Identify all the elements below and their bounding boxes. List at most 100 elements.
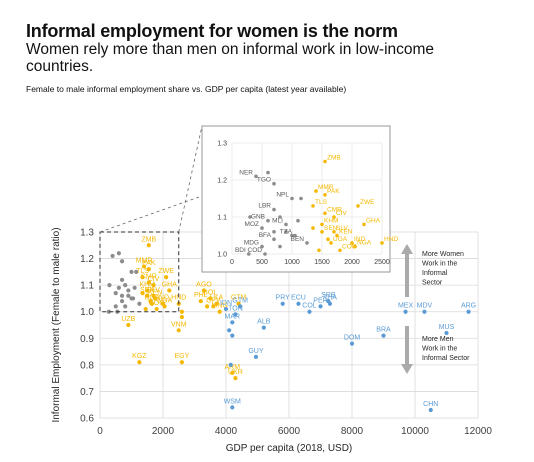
point-label: MEX [398, 303, 414, 310]
point-label: COG [149, 300, 165, 307]
x-tick-label: 0 [97, 426, 103, 437]
point-label: MUS [439, 324, 455, 331]
data-point [318, 304, 323, 309]
data-point [116, 285, 121, 290]
data-point [228, 362, 233, 367]
data-point [466, 309, 471, 314]
data-point [230, 405, 235, 410]
annotation-more-women: More Women [422, 251, 464, 258]
data-point [403, 309, 408, 314]
inset-data-point [323, 159, 327, 164]
point-label: THA [323, 295, 337, 302]
inset-x-tick-label: 2500 [374, 259, 390, 266]
inset-data-point [311, 204, 315, 208]
inset-data-point [248, 215, 252, 219]
point-label: COL [302, 303, 317, 310]
point-label: AGO [196, 281, 212, 288]
inset-data-point [254, 174, 258, 179]
inset-frame [201, 125, 391, 273]
data-point [145, 293, 150, 298]
data-point [110, 253, 115, 259]
data-point [119, 293, 125, 298]
x-tick-label: 12000 [464, 426, 492, 437]
data-point [223, 306, 229, 312]
inset-data-point [260, 226, 264, 230]
data-point [179, 360, 184, 365]
point-label: EGY [175, 353, 190, 360]
inset-point-label: TGO [257, 177, 271, 184]
x-tick-label: 8000 [341, 426, 364, 437]
data-point [119, 277, 125, 282]
inset-point-label: TZA [280, 229, 293, 236]
inset-data-point [350, 241, 354, 245]
inset-data-point [272, 181, 276, 186]
inset-data-point [314, 189, 318, 193]
data-point [349, 341, 355, 346]
point-label: PER [313, 297, 327, 304]
inset-data-point [290, 196, 294, 201]
inset-x-tick-label: 1000 [284, 259, 300, 266]
point-label: VNM [171, 321, 187, 328]
y-axis-title: Informal Employment (Female to male rati… [51, 227, 62, 422]
data-point [145, 288, 150, 293]
inset-data-point [272, 230, 276, 234]
point-label: IND [157, 295, 169, 302]
point-label: BOL [203, 289, 217, 296]
inset-x-tick-label: 500 [256, 259, 268, 266]
inset-point-label: MOZ [245, 221, 259, 228]
data-point [143, 306, 148, 312]
data-point [140, 291, 145, 296]
inset-data-point [323, 211, 327, 216]
down-arrow-head [401, 364, 413, 374]
inset-data-point [320, 230, 324, 234]
data-point [201, 288, 207, 293]
inset-data-point [326, 237, 330, 241]
data-point [123, 283, 128, 288]
chart-note: Female to male informal employment share… [26, 84, 347, 94]
annotation-more-men: Work in the [422, 346, 457, 353]
point-label: PHL [194, 292, 208, 299]
data-point [164, 275, 169, 280]
inset-point-label: MLI [272, 217, 283, 224]
inset-y-tick-label: 1.0 [217, 252, 227, 259]
up-arrow-head [401, 244, 413, 254]
y-tick-label: 1.0 [80, 307, 94, 318]
data-point [149, 301, 155, 306]
point-label: SRB [321, 292, 336, 299]
point-label: CIV [148, 276, 160, 283]
point-label: TON [228, 305, 243, 312]
inset-point-label: SEN [324, 225, 338, 232]
annotation-more-women: Informal [422, 270, 448, 277]
data-point [214, 301, 219, 306]
point-label: GHA [162, 281, 178, 288]
zoom-region-box [99, 231, 180, 313]
annotation-more-men: More Men [422, 336, 454, 343]
inset-point-label: COD [248, 247, 263, 254]
point-label: ECU [291, 295, 306, 302]
data-point [381, 333, 386, 338]
data-point [280, 301, 285, 306]
inset-data-point [353, 244, 357, 249]
data-point [233, 312, 238, 317]
inset-y-tick-label: 1.1 [217, 215, 227, 222]
data-point [146, 267, 151, 272]
data-point [119, 259, 125, 264]
point-label: PRY [276, 295, 291, 302]
inset-point-label: BEN [291, 236, 305, 243]
data-point [153, 296, 158, 301]
inset-data-point [290, 233, 294, 238]
x-tick-label: 6000 [278, 426, 301, 437]
data-point [129, 269, 134, 274]
data-point [176, 328, 181, 333]
data-point [126, 288, 131, 293]
inset-point-label: CMR [327, 206, 342, 213]
data-point [198, 298, 203, 304]
data-point [205, 304, 210, 309]
point-label: MAR [225, 313, 241, 320]
data-point [123, 304, 128, 309]
annotation-more-men: Informal Sector [422, 355, 470, 362]
inset-data-point [299, 196, 303, 201]
inset-data-point [272, 237, 276, 241]
x-tick-label: 2000 [152, 426, 175, 437]
point-label: SEN [140, 287, 154, 294]
